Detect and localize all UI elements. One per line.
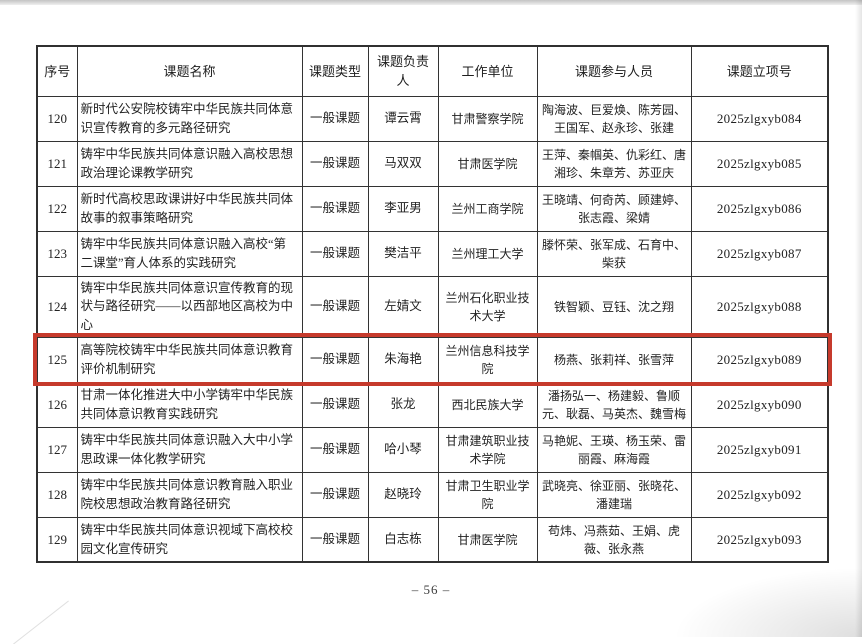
scan-crease-line [13, 600, 69, 644]
row-participants: 武晓亮、徐亚丽、张晓花、潘建瑞 [536, 471, 692, 518]
row-work-unit: 兰州信息科技学院 [437, 336, 538, 383]
table-row: 126 甘肃一体化推进大中小学铸牢中华民族共同体意识教育实践研究 一般课题 张龙… [36, 381, 829, 428]
row-serial-number: 129 [36, 516, 78, 563]
row-project-title: 新时代高校思政课讲好中华民族共同体故事的叙事策略研究 [76, 185, 303, 232]
row-work-unit: 甘肃医学院 [437, 516, 538, 563]
row-work-unit: 甘肃医学院 [437, 140, 538, 187]
header-project-title: 课题名称 [76, 45, 303, 97]
row-participants: 铁智颖、豆钰、沈之翔 [536, 275, 692, 338]
row-project-type: 一般课题 [301, 516, 369, 563]
row-project-title: 铸牢中华民族共同体意识融入高校思想政治理论课教学研究 [76, 140, 303, 187]
row-approval-number: 2025zlgxyb093 [690, 516, 829, 563]
row-project-leader: 白志栋 [367, 516, 439, 563]
header-project-type: 课题类型 [301, 45, 369, 97]
row-serial-number: 127 [36, 426, 78, 473]
table-row: 125 高等院校铸牢中华民族共同体意识教育评价机制研究 一般课题 朱海艳 兰州信… [33, 333, 832, 387]
row-project-type: 一般课题 [301, 95, 369, 142]
row-participants: 滕怀荣、张军成、石育中、柴获 [536, 230, 692, 277]
row-project-type: 一般课题 [301, 471, 369, 518]
row-project-title: 铸牢中华民族共同体意识教育融入职业院校思想政治教育路径研究 [76, 471, 303, 518]
row-project-title: 铸牢中华民族共同体意识宣传教育的现状与路径研究——以西部地区高校为中心 [76, 275, 303, 338]
scan-corner-shadow [672, 567, 862, 637]
row-serial-number: 122 [36, 185, 78, 232]
row-approval-number: 2025zlgxyb091 [690, 426, 829, 473]
header-participants: 课题参与人员 [536, 45, 692, 97]
row-participants: 潘扬弘一、杨建毅、鲁顺元、耿磊、马英杰、魏雪梅 [536, 381, 692, 428]
row-project-title: 铸牢中华民族共同体意识融入大中小学思政课一体化教学研究 [76, 426, 303, 473]
row-serial-number: 120 [36, 95, 78, 142]
page-number: – 56 – [411, 582, 451, 597]
row-serial-number: 123 [36, 230, 78, 277]
row-work-unit: 兰州工商学院 [437, 185, 538, 232]
table-row: 127 铸牢中华民族共同体意识融入大中小学思政课一体化教学研究 一般课题 哈小琴… [36, 426, 829, 473]
row-project-leader: 哈小琴 [367, 426, 439, 473]
row-project-title: 新时代公安院校铸牢中华民族共同体意识宣传教育的多元路径研究 [76, 95, 303, 142]
row-project-leader: 朱海艳 [367, 336, 439, 383]
row-project-leader: 马双双 [367, 140, 439, 187]
row-serial-number: 124 [36, 275, 78, 338]
header-project-leader: 课题负责人 [367, 45, 439, 97]
row-serial-number: 125 [36, 336, 78, 383]
row-project-title: 铸牢中华民族共同体意识融入高校“第二课堂”育人体系的实践研究 [76, 230, 303, 277]
row-serial-number: 121 [36, 140, 78, 187]
row-approval-number: 2025zlgxyb092 [690, 471, 829, 518]
row-project-leader: 赵晓玲 [367, 471, 439, 518]
table-body: 120 新时代公安院校铸牢中华民族共同体意识宣传教育的多元路径研究 一般课题 谭… [33, 95, 832, 563]
row-project-title: 甘肃一体化推进大中小学铸牢中华民族共同体意识教育实践研究 [76, 381, 303, 428]
row-work-unit: 甘肃卫生职业学院 [437, 471, 538, 518]
row-participants: 王萍、秦帼英、仇彩红、唐湘珍、朱章芳、苏亚庆 [536, 140, 692, 187]
project-approval-table: 序号 课题名称 课题类型 课题负责人 工作单位 课题参与人员 课题立项号 120… [33, 45, 832, 564]
row-project-type: 一般课题 [301, 426, 369, 473]
row-serial-number: 128 [36, 471, 78, 518]
row-project-leader: 左婧文 [367, 275, 439, 338]
row-project-type: 一般课题 [301, 185, 369, 232]
row-approval-number: 2025zlgxyb088 [690, 275, 829, 338]
table-header-row: 序号 课题名称 课题类型 课题负责人 工作单位 课题参与人员 课题立项号 [36, 45, 829, 97]
row-work-unit: 兰州石化职业技术大学 [437, 275, 538, 338]
table-row: 122 新时代高校思政课讲好中华民族共同体故事的叙事策略研究 一般课题 李亚男 … [36, 185, 829, 232]
table-row: 120 新时代公安院校铸牢中华民族共同体意识宣传教育的多元路径研究 一般课题 谭… [36, 95, 829, 142]
row-participants: 杨燕、张莉祥、张雪萍 [536, 336, 692, 383]
row-approval-number: 2025zlgxyb090 [690, 381, 829, 428]
row-project-type: 一般课题 [301, 336, 369, 383]
row-project-leader: 李亚男 [367, 185, 439, 232]
row-participants: 马艳妮、王瑛、杨玉荣、雷丽霞、麻海霞 [536, 426, 692, 473]
table-row: 121 铸牢中华民族共同体意识融入高校思想政治理论课教学研究 一般课题 马双双 … [36, 140, 829, 187]
row-project-leader: 张龙 [367, 381, 439, 428]
row-work-unit: 甘肃警察学院 [437, 95, 538, 142]
row-approval-number: 2025zlgxyb085 [690, 140, 829, 187]
row-approval-number: 2025zlgxyb089 [690, 336, 829, 383]
table-row: 128 铸牢中华民族共同体意识教育融入职业院校思想政治教育路径研究 一般课题 赵… [36, 471, 829, 518]
header-approval-number: 课题立项号 [690, 45, 829, 97]
row-project-leader: 樊洁平 [367, 230, 439, 277]
row-project-type: 一般课题 [301, 140, 369, 187]
row-participants: 王晓靖、何奇芮、顾建婷、张志霞、梁婧 [536, 185, 692, 232]
header-work-unit: 工作单位 [437, 45, 538, 97]
row-approval-number: 2025zlgxyb086 [690, 185, 829, 232]
row-project-title: 铸牢中华民族共同体意识视域下高校校园文化宣传研究 [76, 516, 303, 563]
row-work-unit: 甘肃建筑职业技术学院 [437, 426, 538, 473]
header-serial-number: 序号 [36, 45, 78, 97]
row-approval-number: 2025zlgxyb084 [690, 95, 829, 142]
scan-top-edge [0, 0, 862, 5]
row-work-unit: 西北民族大学 [437, 381, 538, 428]
row-serial-number: 126 [36, 381, 78, 428]
row-project-leader: 谭云霄 [367, 95, 439, 142]
row-participants: 陶海波、巨爱焕、陈芳园、王国军、赵永珍、张建 [536, 95, 692, 142]
row-project-title: 高等院校铸牢中华民族共同体意识教育评价机制研究 [76, 336, 303, 383]
table-row: 124 铸牢中华民族共同体意识宣传教育的现状与路径研究——以西部地区高校为中心 … [36, 275, 829, 338]
scan-right-edge [855, 0, 862, 637]
table-row: 129 铸牢中华民族共同体意识视域下高校校园文化宣传研究 一般课题 白志栋 甘肃… [36, 516, 829, 563]
row-work-unit: 兰州理工大学 [437, 230, 538, 277]
row-participants: 苟炜、冯燕茹、王娟、虎薇、张永燕 [536, 516, 692, 563]
table-row: 123 铸牢中华民族共同体意识融入高校“第二课堂”育人体系的实践研究 一般课题 … [36, 230, 829, 277]
row-project-type: 一般课题 [301, 275, 369, 338]
row-project-type: 一般课题 [301, 230, 369, 277]
row-project-type: 一般课题 [301, 381, 369, 428]
row-approval-number: 2025zlgxyb087 [690, 230, 829, 277]
